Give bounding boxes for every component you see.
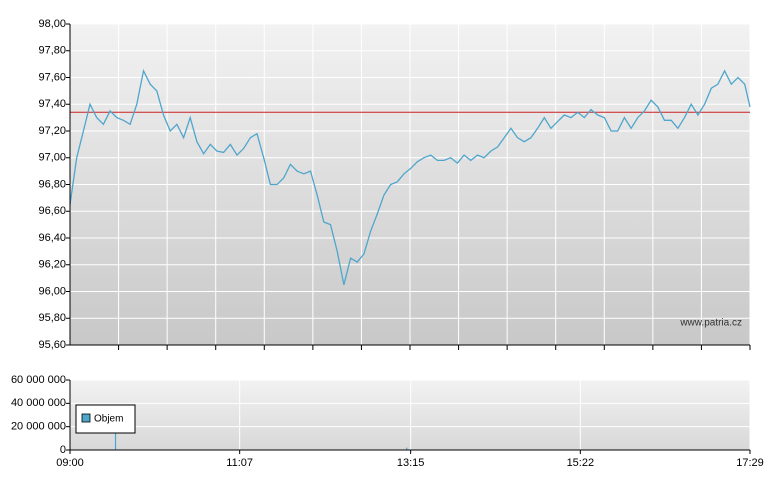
y-tick-label: 40 000 000 — [11, 397, 66, 409]
watermark: www.patria.cz — [679, 318, 742, 329]
legend-label: Objem — [94, 414, 123, 425]
legend-swatch — [81, 413, 91, 423]
y-tick-label: 95,60 — [38, 339, 66, 351]
x-tick-label: 17:29 — [736, 457, 764, 469]
volume-panel — [70, 380, 750, 450]
y-tick-label: 96,80 — [38, 178, 66, 190]
volume-bar — [406, 447, 408, 450]
y-tick-label: 97,80 — [38, 45, 66, 57]
y-tick-label: 95,80 — [38, 312, 66, 324]
y-tick-label: 98,00 — [38, 18, 66, 30]
x-tick-label: 13:15 — [397, 457, 425, 469]
y-tick-label: 96,20 — [38, 259, 66, 271]
y-tick-label: 20 000 000 — [11, 421, 66, 433]
y-tick-label: 60 000 000 — [11, 374, 66, 386]
y-tick-label: 97,00 — [38, 152, 66, 164]
y-tick-label: 97,60 — [38, 71, 66, 83]
y-tick-label: 96,60 — [38, 205, 66, 217]
price-line — [69, 68, 751, 285]
y-tick-label: 96,00 — [38, 285, 66, 297]
y-tick-label: 97,20 — [38, 125, 66, 137]
x-tick-label: 11:07 — [226, 457, 253, 469]
x-tick-label: 15:22 — [567, 457, 595, 469]
y-tick-label: 0 — [60, 444, 66, 456]
x-tick-label: 09:00 — [56, 457, 84, 469]
y-tick-label: 96,40 — [38, 232, 66, 244]
y-tick-label: 97,40 — [38, 98, 66, 110]
